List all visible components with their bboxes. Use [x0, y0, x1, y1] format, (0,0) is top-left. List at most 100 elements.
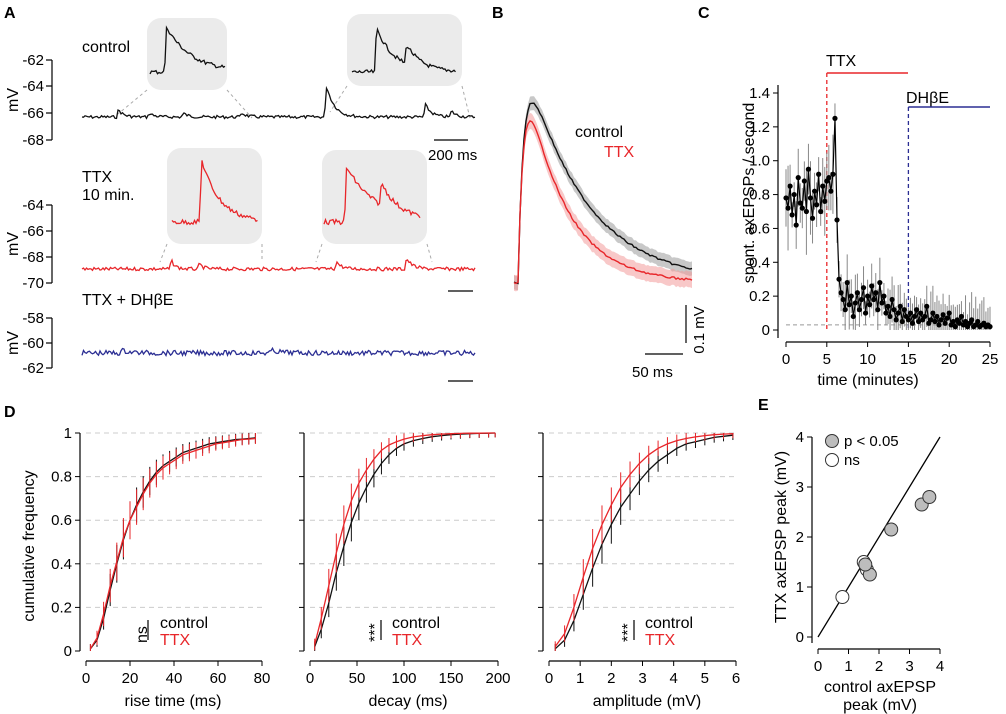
row2-connector	[159, 243, 263, 263]
d-x-tick-label: 6	[732, 670, 740, 687]
c-data-point	[956, 320, 963, 326]
c-data-point	[877, 280, 883, 286]
c-data-point	[942, 320, 948, 326]
row2-condition2: 10 min.	[82, 187, 134, 204]
c-x-tick-label: 5	[823, 351, 831, 368]
panel-e-xlabel-line1: control axEPSP	[824, 679, 936, 696]
c-data-point	[814, 202, 820, 208]
panel-c-ylabel: spont. axEPSPs / second	[741, 103, 758, 284]
d-x-tick-label: 100	[391, 670, 416, 687]
c-data-point	[873, 290, 879, 296]
c-data-point	[889, 296, 895, 303]
c-data-point	[826, 175, 832, 181]
c-data-point	[897, 303, 903, 309]
row1-inset-2	[347, 14, 462, 86]
row1-tick-label: -68	[22, 132, 44, 149]
c-data-point	[860, 285, 867, 291]
row3-tick-label: -60	[22, 335, 44, 352]
c-data-point	[809, 215, 816, 221]
c-data-point	[934, 313, 940, 320]
panel-a-label: A	[4, 5, 16, 22]
c-data-point	[885, 303, 891, 309]
d-y-tick-label: 0.4	[51, 556, 72, 573]
d-x-tick-label: 200	[485, 670, 510, 687]
c-data-point	[830, 171, 836, 177]
c-data-point	[842, 307, 848, 313]
d-x-tick-label: 50	[349, 670, 366, 687]
d1-xlabel: decay (ms)	[368, 693, 447, 710]
panel-c-xlabel: time (minutes)	[817, 372, 918, 389]
d-series-line	[554, 434, 733, 650]
c-data-point	[854, 290, 861, 296]
e-y-tick-label: 3	[796, 479, 804, 496]
c-data-point	[875, 307, 881, 313]
d-x-tick-label: 80	[254, 670, 271, 687]
panel-a-row-dhbe: -58 -60 -62 mV TTX + DHβE	[5, 292, 476, 382]
row1-connector	[117, 89, 253, 119]
e-y-tick-label: 0	[796, 629, 804, 646]
c-data-point	[911, 313, 918, 320]
c-data-point	[818, 208, 824, 215]
c-data-point	[962, 318, 969, 325]
dhbe-bar-label: DHβE	[906, 90, 949, 107]
panel-e-label: E	[758, 397, 769, 414]
e-data-point	[884, 522, 899, 537]
d-x-tick-label: 2	[607, 670, 615, 687]
e-x-tick-label: 2	[875, 658, 883, 675]
d1-sig: ***	[367, 623, 384, 642]
d-y-tick-label: 0.8	[51, 469, 72, 486]
d0-legend-control: control	[160, 615, 208, 632]
c-data-point	[975, 318, 981, 325]
c-data-point	[846, 302, 852, 308]
d-x-tick-label: 0	[545, 670, 553, 687]
d2-sig: ***	[620, 623, 637, 642]
d-series-line	[314, 432, 496, 645]
c-data-point	[881, 293, 887, 299]
c-data-point	[816, 171, 822, 177]
c-data-point	[887, 313, 893, 320]
c-data-point	[879, 300, 885, 306]
c-data-point	[850, 313, 856, 320]
c-data-point	[930, 310, 936, 316]
panel-b-scalebar-y-label: 0.1 mV	[691, 306, 708, 354]
row2-ylabel: mV	[5, 232, 22, 256]
c-data-point	[844, 280, 850, 286]
row1-tick-label: -62	[22, 52, 44, 69]
row2-tick-label: -64	[22, 197, 44, 214]
c-data-point	[891, 307, 897, 313]
d-y-tick-label: 1	[64, 425, 72, 442]
c-y-tick-label: 1.2	[749, 119, 770, 136]
row2-inset-trace	[323, 166, 421, 226]
c-data-point	[795, 175, 801, 181]
c-y-tick-label: 0.6	[749, 220, 770, 237]
c-data-point	[913, 307, 920, 313]
c-y-tick-label: 0.4	[749, 254, 770, 271]
row2-tick-label: -66	[22, 223, 44, 240]
c-data-point	[828, 188, 834, 194]
c-data-point	[807, 195, 814, 201]
e-y-tick-label: 4	[796, 429, 804, 446]
panel-c: C spont. axEPSPs / second time (minutes)…	[698, 5, 998, 389]
c-data-point	[922, 313, 928, 320]
c-data-point	[944, 315, 950, 321]
c-data-point	[928, 317, 934, 323]
c-data-point	[969, 317, 975, 323]
d-x-tick-label: 4	[669, 670, 677, 687]
c-data-point	[958, 313, 965, 320]
ttx-bar-label: TTX	[826, 53, 857, 70]
d-x-tick-label: 1	[576, 670, 584, 687]
d2-legend-ttx: TTX	[645, 632, 676, 649]
c-data-point	[787, 183, 793, 189]
c-y-tick-label: 0	[762, 322, 770, 339]
c-data-point	[834, 217, 840, 223]
panel-a-row-ttx: -64 -66 -68 -70 mV TTX 10 min.	[5, 148, 476, 292]
ttx-sem-band	[514, 112, 692, 292]
c-data-point	[871, 296, 877, 303]
row1-trace	[81, 85, 476, 120]
control-average-trace	[513, 102, 693, 285]
panel-c-plot: 0 0.2 0.4 0.6 0.8 1.0 1.2 1.4 0 5 10 15 20 25	[749, 72, 998, 368]
panel-d-label: D	[4, 404, 16, 421]
d2-legend-control: control	[645, 615, 693, 632]
d1-legend-ttx: TTX	[392, 632, 423, 649]
c-data-point	[811, 188, 818, 194]
